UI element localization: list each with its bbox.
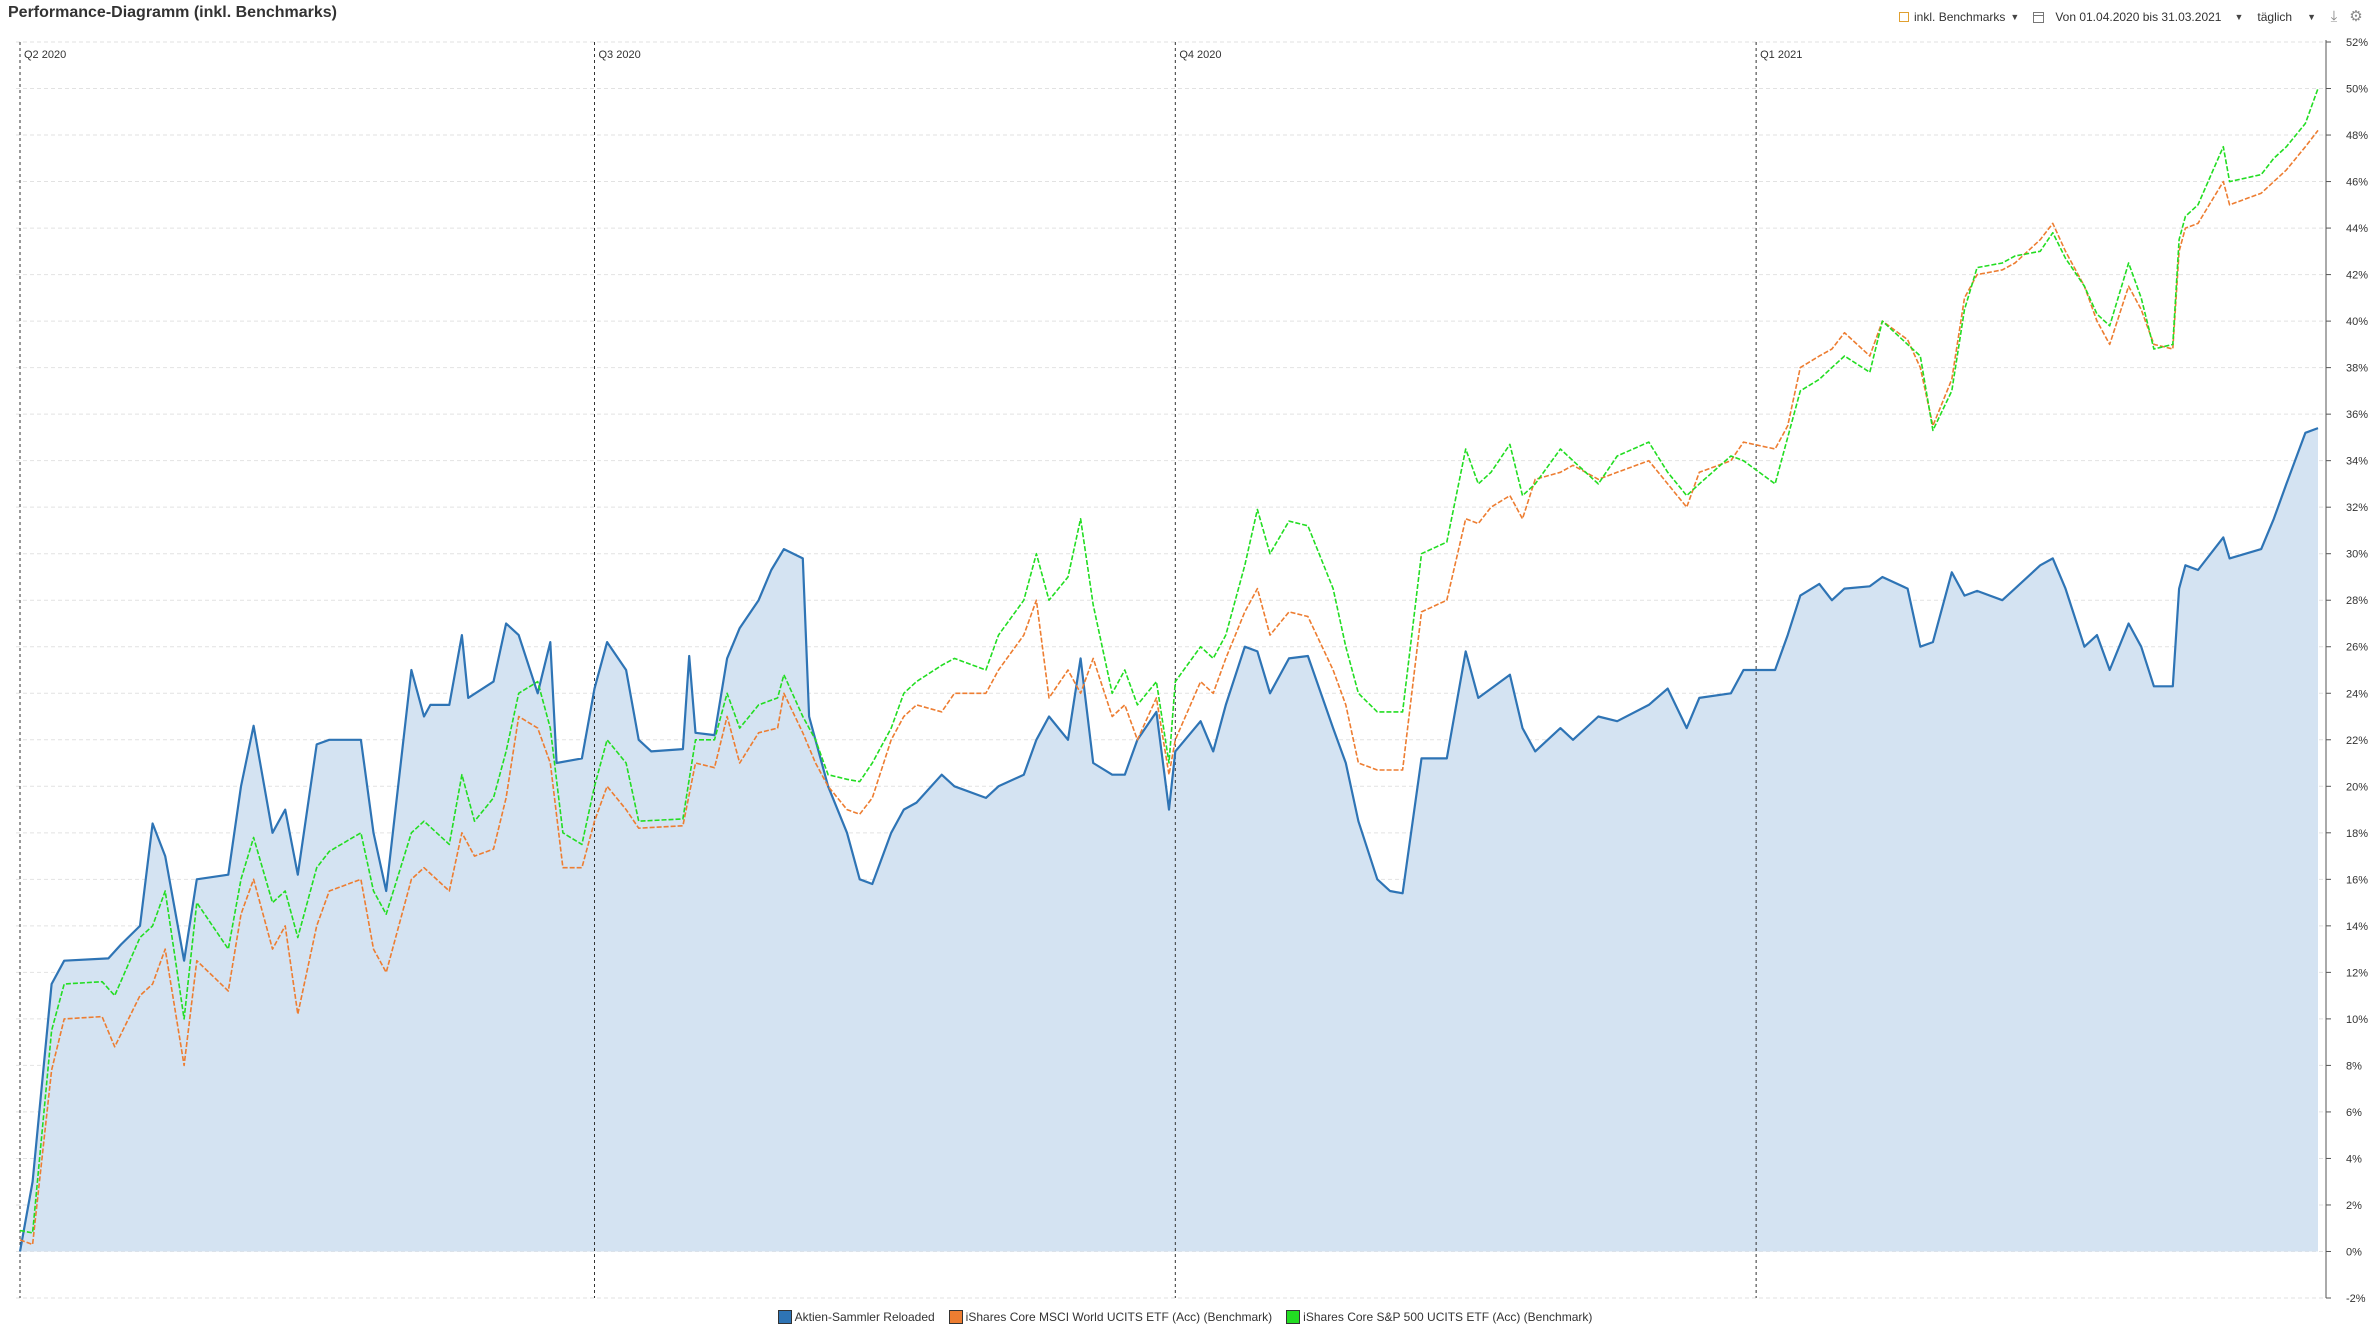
series-line-3 xyxy=(19,88,2319,1234)
benchmark-checkbox-icon xyxy=(1899,12,1910,22)
chevron-down-icon: ▼ xyxy=(2234,12,2244,22)
quarter-label: Q1 2021 xyxy=(1760,49,1802,61)
y-tick-label: 30% xyxy=(2346,549,2368,561)
y-tick-label: -2% xyxy=(2346,1293,2366,1305)
legend-swatch xyxy=(948,1310,963,1324)
legend-swatch xyxy=(1286,1310,1301,1324)
chart-toolbar: inkl. Benchmarks ▼ Von 01.04.2020 bis 31… xyxy=(1895,6,2364,28)
date-range-picker[interactable]: Von 01.04.2020 bis 31.03.2021 ▼ xyxy=(2029,10,2247,24)
y-tick-label: 16% xyxy=(2346,874,2368,886)
y-tick-label: 18% xyxy=(2346,828,2368,840)
y-tick-label: 36% xyxy=(2346,409,2368,421)
legend-swatch xyxy=(777,1310,792,1324)
y-tick-label: 20% xyxy=(2346,781,2368,793)
y-tick-label: 28% xyxy=(2346,595,2368,607)
chevron-down-icon: ▼ xyxy=(2307,12,2316,22)
legend-label: Aktien-Sammler Reloaded xyxy=(794,1310,935,1324)
legend-item[interactable]: Aktien-Sammler Reloaded xyxy=(777,1310,935,1324)
y-tick-label: 22% xyxy=(2346,735,2368,747)
y-tick-label: 48% xyxy=(2346,130,2368,142)
y-tick-label: 42% xyxy=(2346,270,2368,282)
quarter-label: Q4 2020 xyxy=(1179,49,1221,61)
y-tick-label: 32% xyxy=(2346,502,2368,514)
y-tick-label: 46% xyxy=(2346,177,2368,189)
chevron-down-icon: ▼ xyxy=(2010,12,2020,22)
benchmark-label: inkl. Benchmarks xyxy=(1914,10,2006,24)
calendar-icon xyxy=(2033,11,2045,23)
interval-dropdown[interactable]: täglich ▼ xyxy=(2253,10,2320,24)
y-axis: -2% 0% 2% 4% 6% 8% 10% 12% 14% 16% 18% 20% 22% 24% 26%… xyxy=(2325,37,2368,1305)
series-lines xyxy=(18,88,2319,1252)
y-tick-label: 8% xyxy=(2346,1060,2362,1072)
y-tick-label: 26% xyxy=(2346,642,2368,654)
y-tick-label: 52% xyxy=(2346,37,2368,49)
legend-item[interactable]: iShares Core S&P 500 UCITS ETF (Acc) (Be… xyxy=(1286,1310,1592,1324)
series-line-2 xyxy=(19,129,2319,1246)
y-tick-label: 6% xyxy=(2346,1107,2362,1119)
gear-icon[interactable]: ⚙ xyxy=(2349,8,2363,25)
y-tick-label: 38% xyxy=(2346,363,2368,375)
series-line-1 xyxy=(18,427,2319,1252)
legend-item[interactable]: iShares Core MSCI World UCITS ETF (Acc) … xyxy=(948,1310,1273,1324)
legend-label: iShares Core S&P 500 UCITS ETF (Acc) (Be… xyxy=(1303,1310,1593,1324)
y-tick-label: 12% xyxy=(2346,967,2368,979)
y-tick-label: 0% xyxy=(2346,1246,2362,1258)
y-tick-label: 10% xyxy=(2346,1014,2368,1026)
series-area xyxy=(20,428,2318,1252)
date-range-label: Von 01.04.2020 bis 31.03.2021 xyxy=(2055,10,2222,24)
y-tick-label: 40% xyxy=(2346,316,2368,328)
chart-legend: Aktien-Sammler Reloaded iShares Core MSCI… xyxy=(0,1310,2370,1324)
y-tick-label: 2% xyxy=(2346,1200,2362,1212)
y-tick-label: 14% xyxy=(2346,921,2368,933)
series-area-fill xyxy=(20,428,2318,1252)
y-tick-label: 50% xyxy=(2346,84,2368,96)
y-tick-label: 4% xyxy=(2346,1153,2362,1165)
quarter-label: Q3 2020 xyxy=(599,49,641,61)
y-tick-label: 24% xyxy=(2346,688,2368,700)
export-icon[interactable]: ⤓ xyxy=(2330,8,2338,25)
benchmark-dropdown[interactable]: inkl. Benchmarks ▼ xyxy=(1895,10,2023,24)
quarter-label: Q2 2020 xyxy=(24,49,66,61)
quarter-markers: Q2 2020 Q3 2020 Q4 2020 Q1 2021 xyxy=(19,42,1802,1298)
legend-label: iShares Core MSCI World UCITS ETF (Acc) … xyxy=(965,1310,1273,1324)
y-tick-label: 44% xyxy=(2346,223,2368,235)
page-title: Performance-Diagramm (inkl. Benchmarks) xyxy=(8,4,337,21)
y-tick-label: 34% xyxy=(2346,456,2368,468)
interval-label: täglich xyxy=(2257,10,2293,24)
